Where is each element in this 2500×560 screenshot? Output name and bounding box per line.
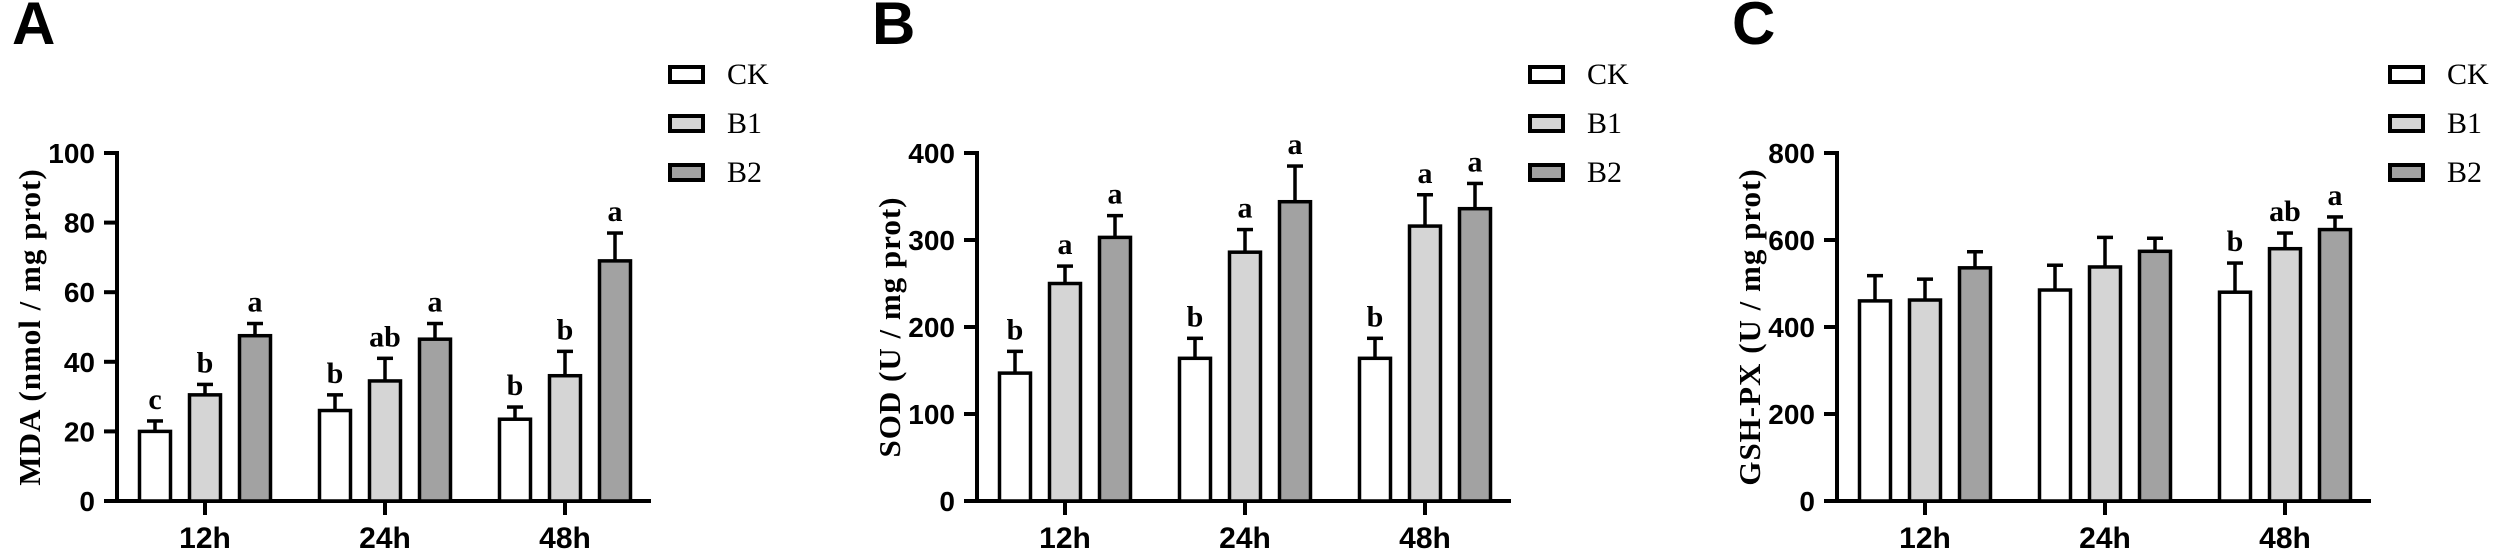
legend-entry-b1: B1 xyxy=(1528,99,1629,148)
svg-text:a: a xyxy=(608,195,623,228)
svg-text:0: 0 xyxy=(1799,486,1815,517)
svg-text:40: 40 xyxy=(64,347,95,378)
legend-C: CK B1 B2 xyxy=(2388,50,2489,197)
legend-label-b1: B1 xyxy=(727,106,763,140)
svg-text:a: a xyxy=(1238,192,1253,225)
svg-text:80: 80 xyxy=(64,208,95,239)
svg-text:MDA (nmol / mg prot): MDA (nmol / mg prot) xyxy=(12,168,47,485)
svg-text:48h: 48h xyxy=(2259,522,2311,555)
legend-label-b2: B2 xyxy=(2447,155,2483,189)
svg-text:20: 20 xyxy=(64,416,95,447)
svg-text:ab: ab xyxy=(369,320,401,353)
panel-letter-C: C xyxy=(1732,0,1776,57)
svg-text:800: 800 xyxy=(1768,138,1815,169)
svg-text:a: a xyxy=(428,286,443,319)
svg-text:a: a xyxy=(248,286,263,319)
svg-text:200: 200 xyxy=(1768,399,1815,430)
legend-entry-b1: B1 xyxy=(2388,99,2489,148)
svg-text:12h: 12h xyxy=(1899,522,1951,555)
svg-text:b: b xyxy=(557,313,574,346)
svg-text:SOD (U / mg prot): SOD (U / mg prot) xyxy=(872,197,907,458)
svg-text:ab: ab xyxy=(2269,195,2301,228)
svg-text:200: 200 xyxy=(908,312,955,343)
svg-text:48h: 48h xyxy=(539,522,591,555)
svg-text:0: 0 xyxy=(79,486,95,517)
svg-text:b: b xyxy=(507,369,524,402)
legend-swatch-ck xyxy=(668,65,705,84)
svg-text:b: b xyxy=(2227,225,2244,258)
legend-entry-ck: CK xyxy=(2388,50,2489,99)
svg-text:a: a xyxy=(1288,128,1303,161)
legend-entry-b2: B2 xyxy=(1528,148,1629,197)
legend-entry-ck: CK xyxy=(668,50,769,99)
legend-swatch-b2 xyxy=(1528,163,1565,182)
svg-text:12h: 12h xyxy=(1039,522,1091,555)
panel-B: 0 100 200 300 400 SOD (U / mg prot) 12h b a a 24h b… xyxy=(860,0,1660,560)
legend-label-b1: B1 xyxy=(1587,106,1623,140)
legend-label-b1: B1 xyxy=(2447,106,2483,140)
svg-text:60: 60 xyxy=(64,277,95,308)
svg-text:400: 400 xyxy=(908,138,955,169)
legend-swatch-ck xyxy=(1528,65,1565,84)
legend-label-b2: B2 xyxy=(1587,155,1623,189)
legend-label-b2: B2 xyxy=(727,155,763,189)
svg-text:b: b xyxy=(1187,300,1204,333)
svg-text:24h: 24h xyxy=(2079,522,2131,555)
svg-text:a: a xyxy=(2328,179,2343,212)
svg-text:24h: 24h xyxy=(359,522,411,555)
legend-entry-b2: B2 xyxy=(668,148,769,197)
svg-text:a: a xyxy=(1418,157,1433,190)
svg-text:100: 100 xyxy=(48,138,95,169)
legend-swatch-ck xyxy=(2388,65,2425,84)
svg-text:a: a xyxy=(1468,145,1483,178)
legend-B: CK B1 B2 xyxy=(1528,50,1629,197)
legend-swatch-b2 xyxy=(2388,163,2425,182)
svg-text:400: 400 xyxy=(1768,312,1815,343)
panel-A: 0 20 40 60 80 100 MDA (nmol / mg prot) 12h c b a 24… xyxy=(0,0,800,560)
svg-text:b: b xyxy=(197,346,214,379)
svg-text:300: 300 xyxy=(908,225,955,256)
svg-text:12h: 12h xyxy=(179,522,231,555)
svg-text:a: a xyxy=(1058,228,1073,261)
svg-text:0: 0 xyxy=(939,486,955,517)
svg-text:b: b xyxy=(327,357,344,390)
legend-swatch-b1 xyxy=(2388,114,2425,133)
panel-letter-A: A xyxy=(12,0,56,57)
svg-text:24h: 24h xyxy=(1219,522,1271,555)
svg-text:c: c xyxy=(148,383,161,416)
legend-entry-b1: B1 xyxy=(668,99,769,148)
svg-text:a: a xyxy=(1108,178,1123,211)
legend-swatch-b2 xyxy=(668,163,705,182)
svg-text:100: 100 xyxy=(908,399,955,430)
legend-entry-b2: B2 xyxy=(2388,148,2489,197)
svg-text:600: 600 xyxy=(1768,225,1815,256)
svg-text:48h: 48h xyxy=(1399,522,1451,555)
panel-C: 0 200 400 600 800 GSH-PX (U / mg prot) 12h 24h 4… xyxy=(1720,0,2500,560)
svg-text:b: b xyxy=(1367,300,1384,333)
legend-A: CK B1 B2 xyxy=(668,50,769,197)
svg-text:GSH-PX (U / mg prot): GSH-PX (U / mg prot) xyxy=(1732,168,1767,485)
panel-letter-B: B xyxy=(872,0,916,57)
legend-label-ck: CK xyxy=(727,57,769,91)
legend-label-ck: CK xyxy=(2447,57,2489,91)
legend-entry-ck: CK xyxy=(1528,50,1629,99)
svg-text:b: b xyxy=(1007,313,1024,346)
legend-swatch-b1 xyxy=(1528,114,1565,133)
legend-label-ck: CK xyxy=(1587,57,1629,91)
legend-swatch-b1 xyxy=(668,114,705,133)
